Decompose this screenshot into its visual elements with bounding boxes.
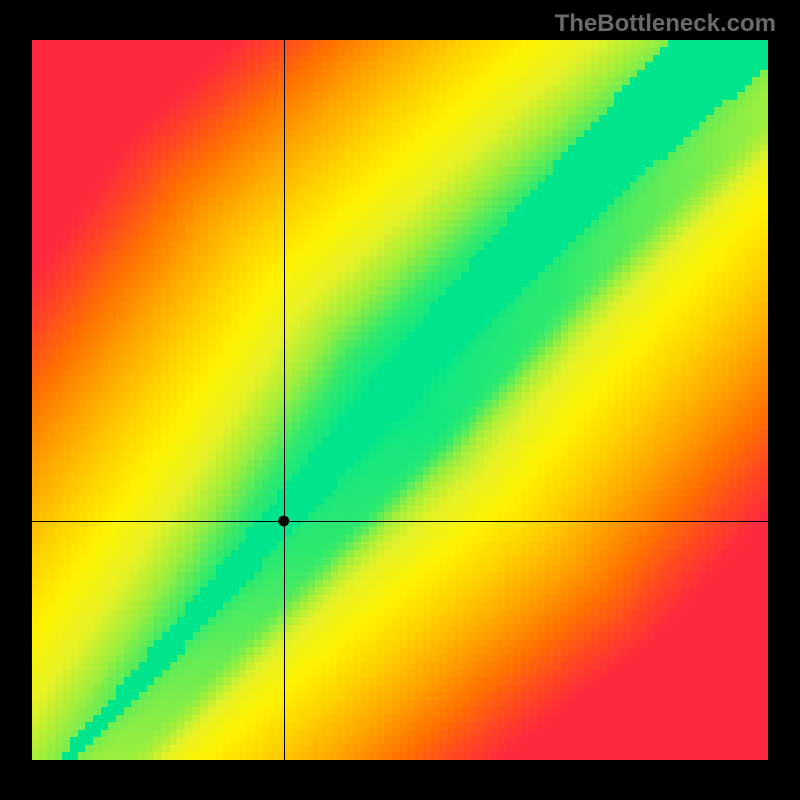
bottleneck-heatmap: [32, 40, 768, 760]
watermark-text: TheBottleneck.com: [555, 10, 776, 38]
chart-container: TheBottleneck.com: [0, 0, 800, 800]
